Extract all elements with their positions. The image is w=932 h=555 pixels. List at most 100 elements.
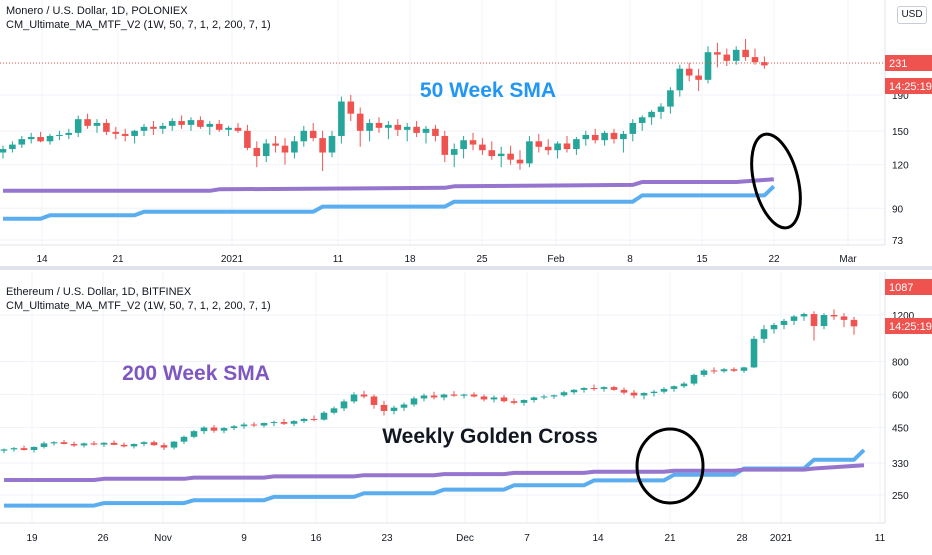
bottom-x-tick-label: 7 [524, 533, 530, 544]
top-candle-body [450, 149, 458, 155]
top-x-tick-label: 25 [476, 254, 488, 265]
bottom-x-tick-label: 21 [664, 533, 676, 544]
bottom-chart-indicator[interactable]: CM_Ultimate_MA_MTF_V2 (1W, 50, 7, 1, 2, … [6, 300, 271, 312]
top-candle-body [469, 140, 477, 145]
top-candle-body [300, 130, 308, 142]
bottom-y-tick-label: 250 [892, 491, 909, 502]
bottom-candle-body [10, 448, 18, 450]
bottom-candle-body [640, 393, 648, 396]
top-candle-body [168, 121, 176, 126]
top-candle-body [610, 132, 618, 140]
bottom-y-tick-label: 450 [892, 424, 909, 435]
bottom-price-tag: 1087 [889, 282, 913, 294]
bottom-y-tick-label: 800 [892, 358, 909, 369]
top-candle-body [385, 124, 392, 128]
top-candle-body [732, 49, 740, 61]
top-candle-body [742, 49, 749, 58]
top-x-tick-label: 11 [333, 254, 344, 265]
bottom-y-tick-label: 1200 [892, 311, 915, 322]
top-candle-body [761, 62, 768, 66]
bottom-candle-body [190, 431, 198, 437]
top-candle-body [422, 128, 430, 133]
top-y-tick-label: 90 [892, 204, 904, 215]
top-chart-indicator[interactable]: CM_Ultimate_MA_MTF_V2 (1W, 50, 7, 1, 2, … [6, 19, 271, 31]
top-candle-body [56, 134, 63, 136]
bottom-x-tick-label: Dec [456, 533, 474, 544]
top-candles [0, 38, 768, 172]
top-candle-body [432, 128, 439, 136]
bottom-candle-body [110, 442, 118, 445]
top-candle-body [676, 68, 684, 91]
bottom-candle-body [180, 436, 188, 442]
top-candle-body [563, 143, 571, 150]
top-candle-body [140, 126, 148, 131]
bottom-candle-body [350, 394, 358, 402]
top-candle-body [413, 126, 420, 133]
top-candle-body [197, 120, 204, 127]
bottom-candle-body [380, 404, 388, 411]
bottom-candle-body [340, 401, 348, 409]
top-candle-body [272, 143, 279, 146]
top-candle-body [103, 122, 110, 132]
currency-button[interactable]: USD [897, 6, 927, 24]
bottom-candle-body [440, 394, 448, 398]
bottom-candle-body [140, 442, 148, 444]
top-candle-body [0, 149, 7, 153]
top-candle-body [121, 133, 129, 136]
bottom-sma-slow-line [4, 463, 865, 482]
bottom-candle-body [810, 314, 818, 327]
top-candle-body [695, 75, 702, 80]
top-candle-body [262, 143, 270, 157]
bottom-candle-body [90, 443, 98, 445]
top-candle-body [573, 139, 580, 150]
bottom-x-tick-label: 26 [97, 533, 109, 544]
bottom-candle-body [540, 396, 548, 398]
top-candle-body [375, 122, 383, 128]
bottom-candle-body [390, 407, 398, 411]
bottom-candle-body [270, 422, 278, 424]
bottom-candle-body [740, 367, 748, 371]
top-candle-body [338, 101, 345, 136]
bottom-x-tick-label: 16 [310, 533, 322, 544]
bottom-candle-body [460, 394, 468, 396]
top-y-tick-label: 150 [892, 127, 909, 138]
bottom-x-tick-label: 28 [736, 533, 748, 544]
top-time-tag: 14:25:19 [889, 81, 932, 93]
bottom-candle-body [0, 449, 8, 451]
top-candle-body [234, 127, 242, 131]
top-candle-body [112, 131, 120, 134]
top-candle-body [18, 139, 26, 145]
bottom-candle-body [150, 442, 158, 446]
top-candle-body [657, 106, 665, 112]
bottom-candle-body [590, 388, 598, 390]
bottom-candle-body [690, 374, 698, 384]
bottom-candle-body [660, 388, 668, 392]
bottom-candle-body [240, 424, 248, 427]
bottom-candle-body [480, 396, 488, 400]
top-candle-body [206, 123, 214, 127]
top-candle-body [159, 125, 167, 129]
top-candle-body [215, 123, 223, 130]
bottom-y-tick-label: 330 [892, 459, 909, 470]
bottom-x-tick-label: 11 [875, 533, 886, 544]
top-price-tag: 231 [889, 58, 907, 70]
panel-divider [0, 266, 932, 270]
top-y-tick-label: 190 [892, 91, 909, 102]
top-candle-body [723, 54, 731, 61]
top-candle-body [244, 130, 251, 148]
top-y-tick-label: 120 [892, 161, 909, 172]
bottom-candle-body [70, 443, 78, 446]
bottom-annotation-text: 200 Week SMA [122, 362, 270, 385]
bottom-candle-body [200, 427, 208, 432]
bottom-candle-body [160, 445, 168, 448]
bottom-candle-body [30, 446, 38, 451]
top-candle-body [403, 126, 411, 130]
bottom-candle-body [420, 395, 428, 399]
top-candle-body [150, 126, 157, 129]
bottom-candle-body [300, 418, 308, 422]
top-highlight-ellipse [750, 132, 802, 230]
bottom-highlight-ellipse [635, 427, 705, 505]
bottom-x-tick-label: Nov [154, 533, 172, 544]
top-candle-body [253, 147, 261, 157]
